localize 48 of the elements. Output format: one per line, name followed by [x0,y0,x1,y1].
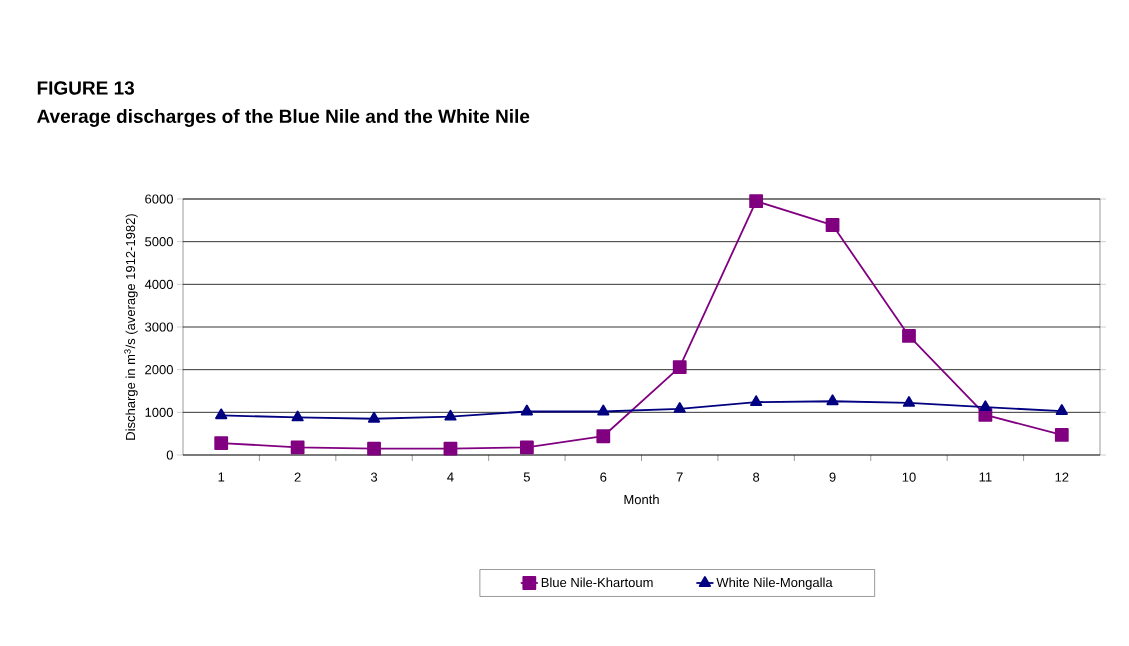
x-tick-label: 5 [523,472,530,482]
point [902,396,916,407]
x-tick-label: 6 [600,472,607,482]
x-tick-label: 4 [447,472,454,482]
y-tick-label: 5000 [145,237,173,247]
x-axis-title: Month [624,494,659,505]
x-tick-label: 11 [979,472,992,482]
point [214,436,229,450]
point [520,404,533,416]
point [979,400,992,412]
x-tick-label: 3 [370,472,378,482]
point [597,404,610,416]
y-tick-label: 4000 [144,279,173,289]
point [291,410,304,422]
x-tick-label: 7 [676,472,683,482]
y-tick-label: 6000 [145,194,173,204]
x-tick-label: 9 [829,472,836,482]
chart-subtitle: Average discharges of the Blue Nile and the White Nile [37,109,530,127]
point [596,429,611,444]
point [825,218,840,232]
y-tick-label: 0 [166,450,173,460]
point [1054,428,1069,442]
x-tick-label: 8 [753,472,760,482]
legend-label: Blue Nile-Khartoum [541,577,653,588]
point [672,360,687,375]
x-tick-label: 1 [218,472,225,482]
point [290,440,305,455]
point [902,329,916,343]
point [826,394,839,406]
y-tick-label: 3000 [145,322,173,332]
point [519,440,534,455]
legend-label: White Nile-Mongalla [716,577,833,590]
x-tick-label: 10 [902,472,916,482]
point [673,402,686,413]
y-axis-title: Discharge in m$^{3}$/s (average 1912-1982) [124,214,138,440]
y-tick-label: 1000 [145,407,173,417]
x-tick-label: 12 [1055,472,1069,482]
point [1055,404,1068,415]
point [749,194,764,209]
point [367,441,381,456]
point [215,408,228,420]
y-tick-label: 2000 [145,365,173,375]
chart-title: FIGURE 13 [37,81,135,95]
point [367,411,381,423]
point [444,409,457,421]
point [443,441,458,456]
point [750,395,763,406]
x-tick-label: 2 [294,472,301,482]
